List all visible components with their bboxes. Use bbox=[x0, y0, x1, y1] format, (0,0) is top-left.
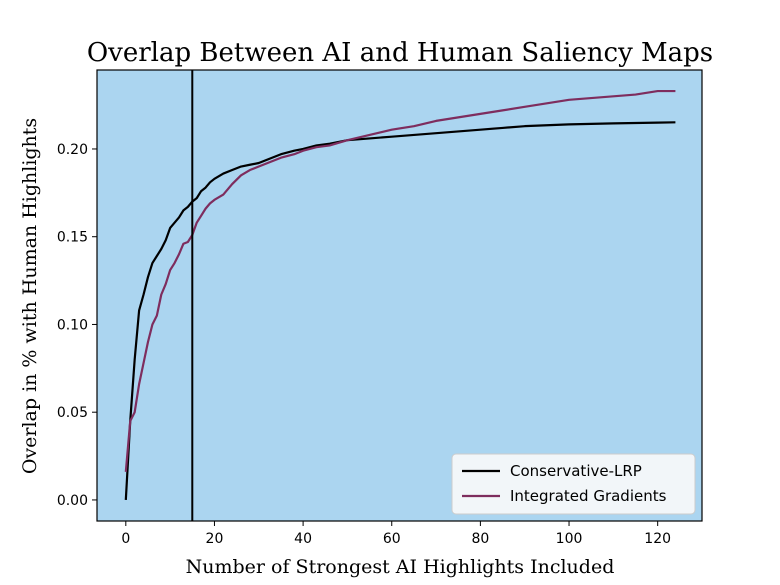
series-layer bbox=[124, 89, 676, 501]
x-tick-label: 120 bbox=[644, 531, 671, 547]
plot-frame bbox=[96, 69, 703, 522]
x-axis-label: Number of Strongest AI Highlights Includ… bbox=[186, 556, 615, 578]
y-tick-label: 0.20 bbox=[57, 142, 88, 158]
y-tick-label: 0.00 bbox=[57, 493, 88, 509]
legend-label-conservative-lrp: Conservative-LRP bbox=[510, 462, 642, 480]
y-tick-label: 0.15 bbox=[57, 230, 88, 246]
series-line-integrated-gradients bbox=[124, 89, 676, 472]
y-tick-label: 0.05 bbox=[57, 405, 88, 421]
legend: Conservative-LRP Integrated Gradients bbox=[451, 453, 696, 515]
legend-box bbox=[451, 453, 696, 515]
y-axis-label: Overlap in % with Human Highlights bbox=[19, 118, 41, 474]
x-tick-label: 100 bbox=[556, 531, 583, 547]
x-tick-label: 40 bbox=[294, 531, 312, 547]
plot-area bbox=[97, 70, 702, 521]
x-tick-label: 0 bbox=[121, 531, 130, 547]
x-axis: 0 20 40 60 80 100 120 bbox=[121, 521, 671, 547]
legend-label-integrated-gradients: Integrated Gradients bbox=[510, 487, 667, 505]
y-axis: 0.00 0.05 0.10 0.15 0.20 bbox=[57, 142, 97, 509]
x-tick-label: 60 bbox=[383, 531, 401, 547]
y-tick-label: 0.10 bbox=[57, 317, 88, 333]
chart-title: Overlap Between AI and Human Saliency Ma… bbox=[87, 38, 713, 68]
series-line-conservative-lrp bbox=[124, 121, 676, 501]
x-tick-label: 20 bbox=[206, 531, 224, 547]
x-tick-label: 80 bbox=[471, 531, 489, 547]
